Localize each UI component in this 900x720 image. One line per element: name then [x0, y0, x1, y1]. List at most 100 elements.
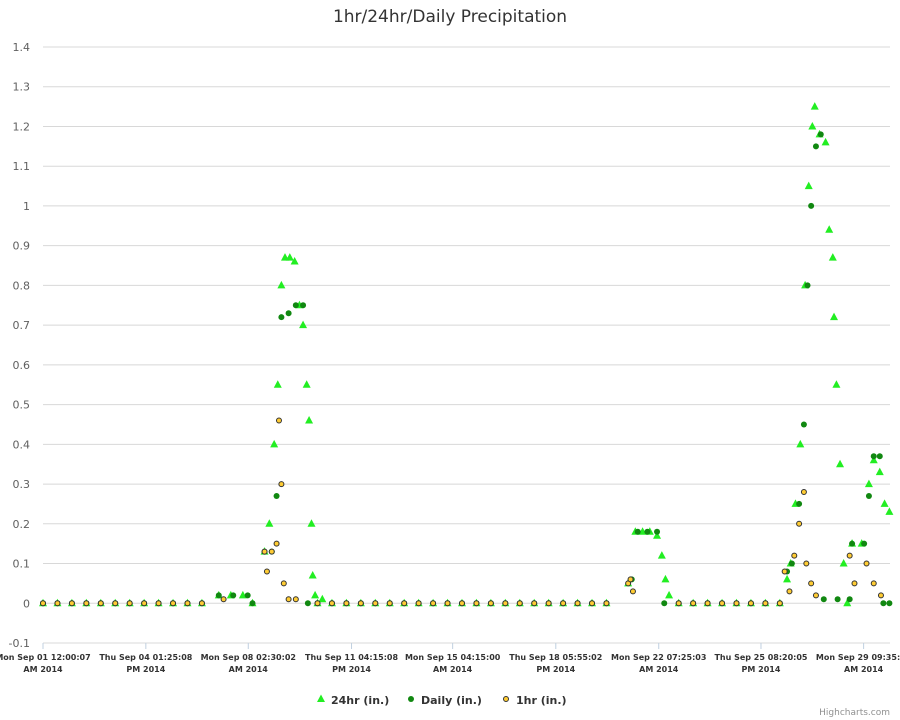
- point: [265, 519, 274, 527]
- point: [863, 560, 870, 567]
- y-tick-label: 0.9: [13, 240, 31, 253]
- point: [238, 590, 247, 599]
- point: [278, 314, 285, 321]
- point: [821, 137, 830, 146]
- point: [781, 568, 788, 575]
- point: [800, 421, 807, 428]
- x-tick-label: Mon Sep 15 04:15:00 AM 2014: [405, 653, 501, 674]
- point: [825, 225, 834, 233]
- point: [861, 540, 868, 547]
- point: [560, 600, 567, 607]
- point: [796, 439, 805, 448]
- point: [304, 600, 311, 607]
- point: [270, 439, 279, 448]
- point: [846, 552, 853, 559]
- y-tick-label: 0.8: [13, 279, 31, 292]
- point: [812, 592, 819, 599]
- point: [589, 600, 596, 607]
- point: [215, 592, 222, 599]
- point: [401, 600, 408, 607]
- point: [290, 257, 299, 265]
- legend-marker: [317, 694, 325, 702]
- x-tick-label: Mon Sep 01 12:00:07 AM 2014: [0, 653, 91, 674]
- point: [314, 600, 321, 607]
- point: [804, 282, 811, 289]
- point: [300, 302, 307, 309]
- point: [415, 600, 422, 607]
- point: [817, 131, 824, 138]
- point: [318, 594, 327, 603]
- point: [444, 600, 451, 607]
- legend-label: 24hr (in.): [331, 694, 389, 707]
- y-tick-label: 0: [23, 597, 30, 610]
- point: [704, 600, 711, 607]
- point: [657, 551, 666, 559]
- point: [275, 417, 282, 424]
- point: [830, 312, 839, 321]
- point: [244, 592, 251, 599]
- point: [803, 560, 810, 567]
- point: [292, 596, 299, 603]
- point: [875, 467, 884, 476]
- point: [627, 576, 634, 583]
- y-tick-label: 0.4: [13, 438, 31, 451]
- point: [328, 600, 335, 607]
- y-tick-label: 0.2: [13, 518, 31, 531]
- point: [791, 552, 798, 559]
- point: [184, 600, 191, 607]
- point: [690, 600, 697, 607]
- point: [285, 310, 292, 317]
- point: [126, 600, 133, 607]
- point: [644, 528, 651, 535]
- legend-label: Daily (in.): [421, 694, 482, 707]
- point: [430, 600, 437, 607]
- point: [812, 143, 819, 150]
- y-tick-label: 1.4: [13, 41, 31, 54]
- y-tick-label: 1: [23, 200, 30, 213]
- point: [865, 492, 872, 499]
- point: [155, 600, 162, 607]
- point: [828, 253, 837, 261]
- point: [796, 520, 803, 527]
- x-tick-label: Mon Sep 22 07:25:03 AM 2014: [611, 653, 706, 674]
- point: [846, 596, 853, 603]
- series: [40, 417, 884, 607]
- point: [880, 499, 889, 507]
- chart-title: 1hr/24hr/Daily Precipitation: [333, 7, 567, 27]
- point: [531, 600, 538, 607]
- point: [343, 600, 350, 607]
- x-tick-label: Mon Sep 08 02:30:02 AM 2014: [201, 653, 296, 674]
- point: [299, 320, 308, 329]
- point: [661, 574, 670, 583]
- point: [885, 507, 894, 515]
- point: [719, 600, 726, 607]
- y-tick-label: 0.6: [13, 359, 31, 372]
- point: [249, 600, 256, 607]
- point: [263, 568, 270, 575]
- point: [170, 600, 177, 607]
- point: [783, 574, 792, 583]
- y-tick-label: 0.7: [13, 319, 31, 332]
- point: [458, 600, 465, 607]
- point: [839, 559, 848, 567]
- point: [311, 590, 320, 599]
- point: [880, 600, 887, 607]
- point: [292, 302, 299, 309]
- point: [198, 600, 205, 607]
- point: [277, 280, 286, 289]
- point: [808, 202, 815, 209]
- point: [800, 489, 807, 496]
- point: [487, 600, 494, 607]
- legend-item: 24hr (in.): [317, 694, 389, 707]
- point: [40, 600, 46, 607]
- legend-item: 1hr (in.): [503, 694, 567, 707]
- y-tick-label: 1.3: [13, 81, 31, 94]
- point: [273, 540, 280, 547]
- y-tick-label: 1.1: [13, 160, 31, 173]
- y-tick-label: 0.3: [13, 478, 31, 491]
- point: [268, 548, 275, 555]
- point: [832, 380, 841, 388]
- point: [278, 481, 285, 488]
- point: [68, 600, 75, 607]
- x-tick-label: Thu Sep 25 08:20:05 PM 2014: [714, 653, 807, 674]
